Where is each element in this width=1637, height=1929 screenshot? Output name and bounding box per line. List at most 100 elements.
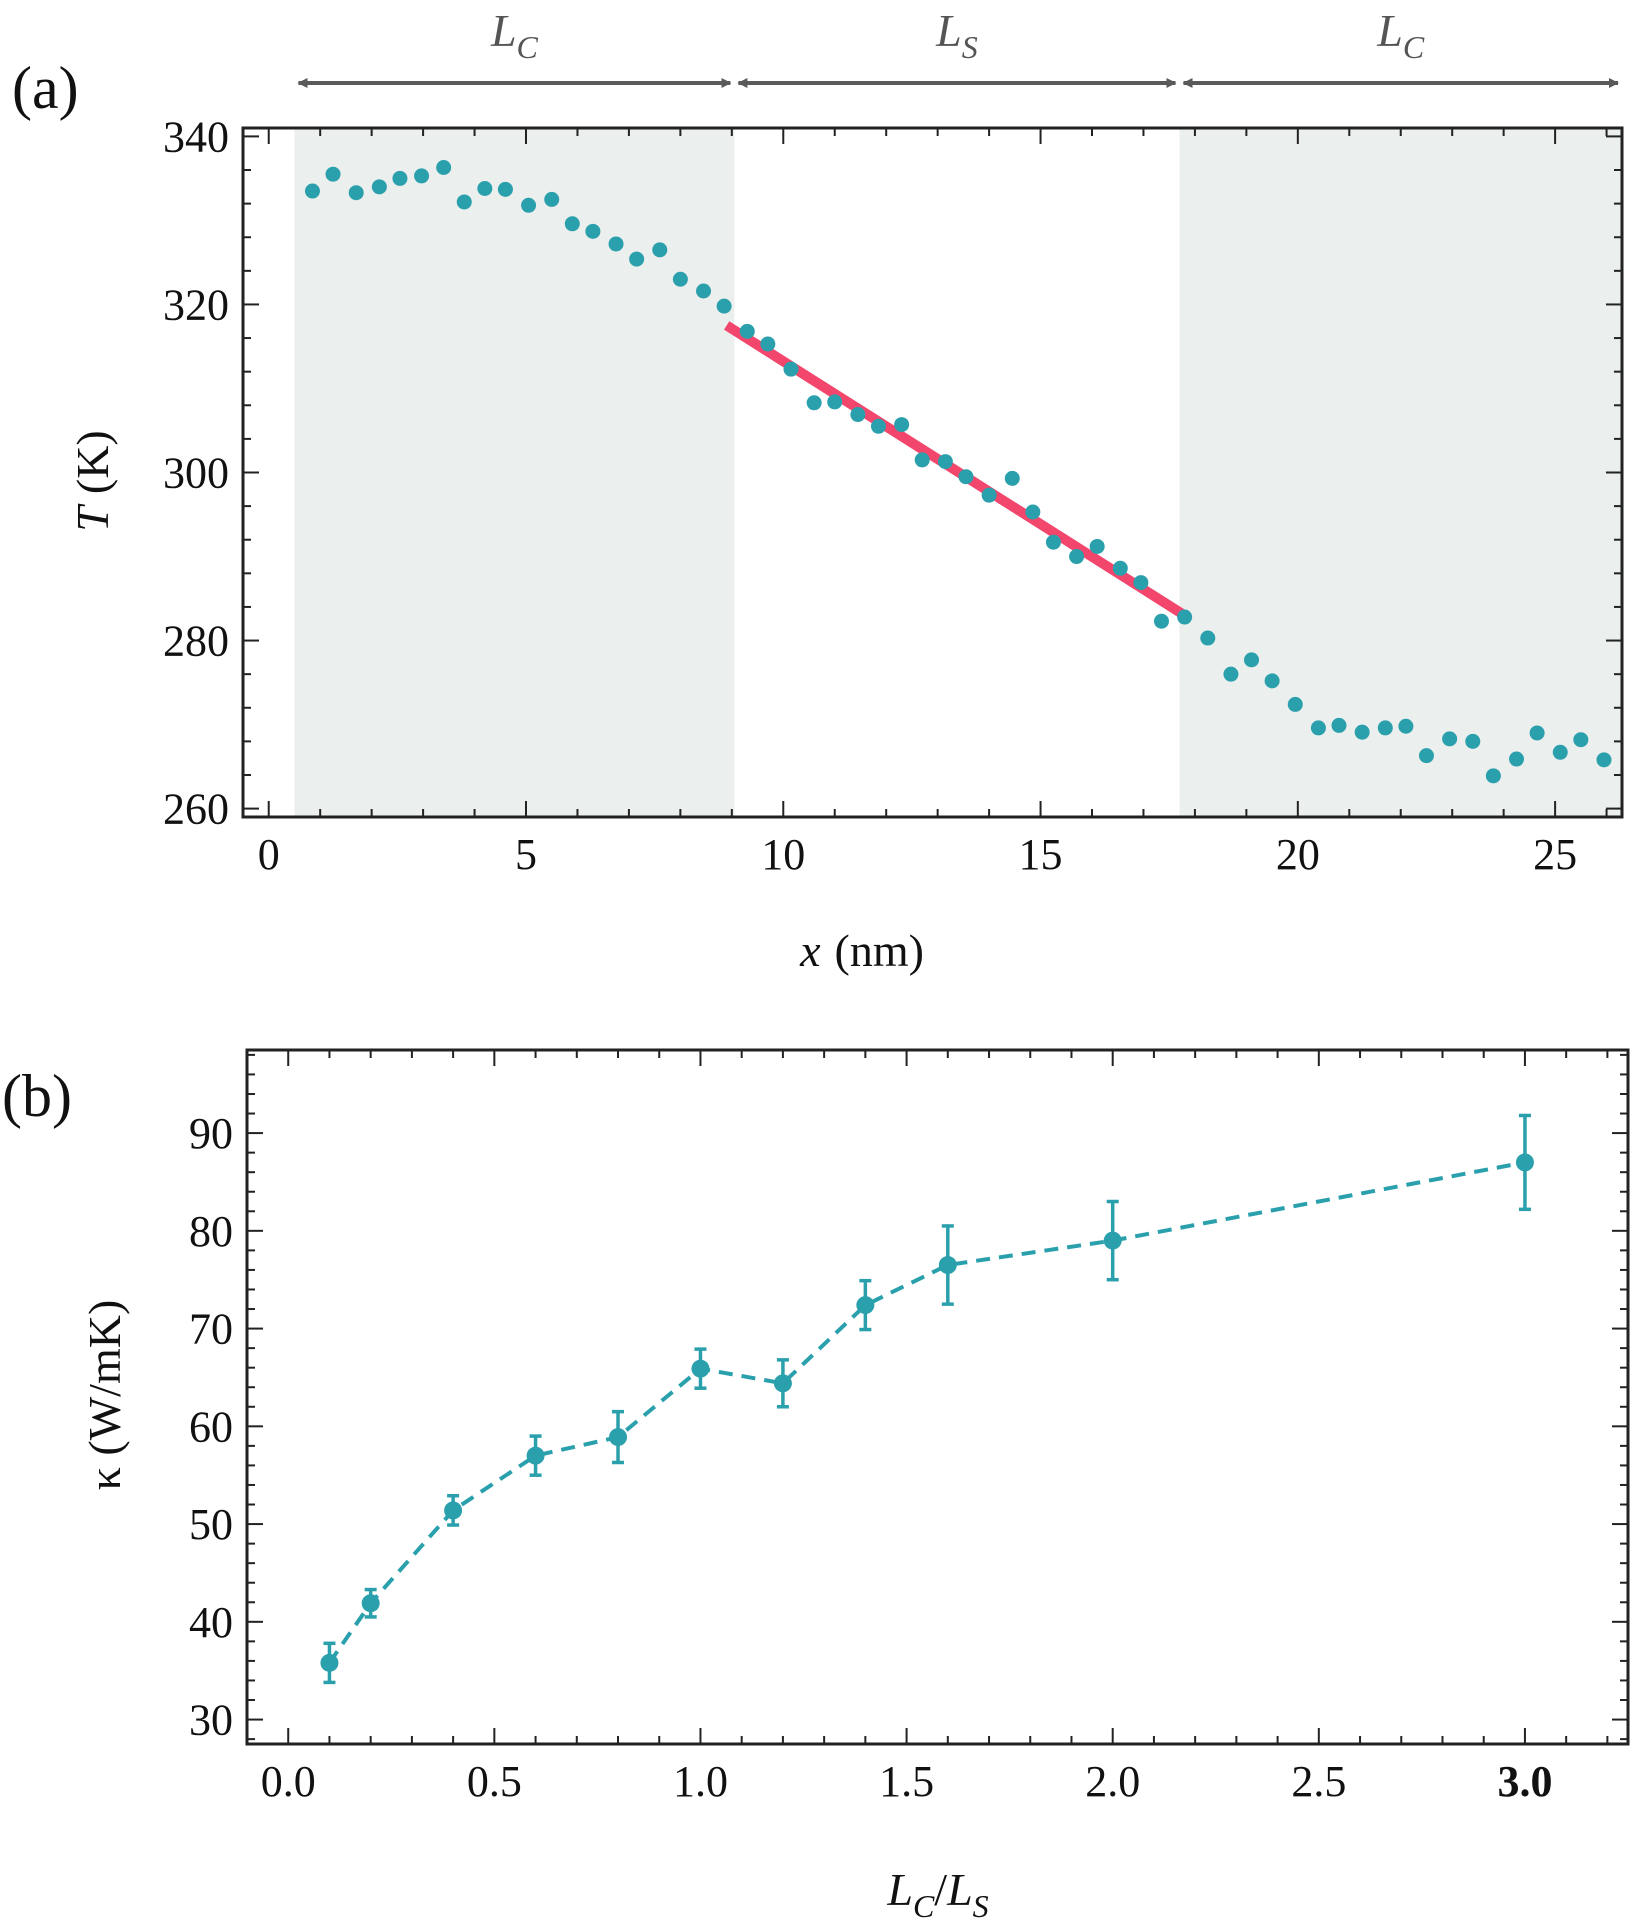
x-tick-label: 20 bbox=[1276, 830, 1320, 879]
data-point bbox=[564, 216, 580, 232]
data-point bbox=[958, 469, 974, 485]
x-tick-label: 1.5 bbox=[879, 1757, 934, 1806]
y-tick-label: 300 bbox=[163, 449, 229, 498]
data-point bbox=[1354, 724, 1370, 740]
data-point bbox=[1515, 1153, 1534, 1172]
y-axis-label: κ (W/mK) bbox=[79, 1300, 130, 1491]
data-points bbox=[304, 159, 1612, 784]
x-axis-var: x bbox=[799, 925, 821, 976]
x-tick-label: 3.0 bbox=[1497, 1757, 1552, 1806]
x-axis-unit: (nm) bbox=[835, 925, 924, 976]
fit-line-group bbox=[724, 321, 1188, 620]
region-label-sub: C bbox=[517, 29, 539, 65]
x-tick-label: 1.0 bbox=[673, 1757, 728, 1806]
data-point bbox=[1103, 1231, 1122, 1250]
x-axis-label: x (nm) bbox=[799, 925, 924, 976]
y-tick-label: 80 bbox=[189, 1207, 233, 1256]
data-point bbox=[444, 1501, 463, 1520]
data-point bbox=[1552, 744, 1568, 760]
data-point bbox=[1025, 504, 1041, 520]
data-point bbox=[827, 394, 843, 410]
x-axis-label: LC/LS bbox=[886, 1864, 988, 1924]
tick-marks bbox=[247, 1050, 1628, 1744]
x-tick-label: 15 bbox=[1019, 830, 1063, 879]
x-tick-label: 0.5 bbox=[467, 1757, 522, 1806]
data-point bbox=[1509, 751, 1525, 767]
data-point bbox=[760, 336, 776, 352]
data-point bbox=[1418, 748, 1434, 764]
data-point bbox=[585, 223, 601, 239]
region-label-sub: S bbox=[962, 29, 978, 65]
data-point bbox=[850, 407, 866, 423]
data-point bbox=[1465, 733, 1481, 749]
y-tick-label: 40 bbox=[189, 1598, 233, 1647]
data-point bbox=[1442, 731, 1458, 747]
data-point bbox=[1223, 666, 1239, 682]
data-point bbox=[436, 159, 452, 175]
y-tick-label: 320 bbox=[163, 280, 229, 329]
data-point bbox=[608, 236, 624, 252]
region-label-main: L bbox=[1376, 5, 1403, 56]
data-point bbox=[806, 395, 822, 411]
data-point bbox=[1264, 673, 1280, 689]
data-point bbox=[414, 168, 430, 184]
x-tick-label: 25 bbox=[1533, 830, 1577, 879]
data-point bbox=[544, 191, 560, 207]
data-point bbox=[1377, 720, 1393, 736]
series-line bbox=[327, 1160, 1526, 1665]
data-point bbox=[477, 180, 493, 196]
data-point bbox=[870, 418, 886, 434]
data-point bbox=[672, 271, 688, 287]
data-point bbox=[1573, 732, 1589, 748]
data-point bbox=[456, 194, 472, 210]
region-arrows: LC LS LC bbox=[297, 5, 1619, 88]
data-point bbox=[1310, 720, 1326, 736]
data-point bbox=[783, 361, 799, 377]
y-axis-var: T bbox=[67, 503, 118, 532]
data-point bbox=[1004, 470, 1020, 486]
x-tick-label: 0.0 bbox=[261, 1757, 316, 1806]
x-tick-label: 2.5 bbox=[1291, 1757, 1346, 1806]
panel-b: (b) 0.0 0.5 1.0 1.5 2.0 2.5 3.030405060708090 … bbox=[2, 1048, 1630, 1924]
plot-frame bbox=[245, 1048, 1630, 1746]
data-point bbox=[938, 1256, 957, 1275]
data-point bbox=[304, 183, 320, 199]
data-point bbox=[320, 1653, 339, 1672]
region-label-1: LS bbox=[935, 5, 978, 65]
data-point bbox=[361, 1594, 380, 1613]
data-points bbox=[320, 1153, 1534, 1672]
data-point bbox=[526, 1446, 545, 1465]
region-label-2: LC bbox=[1376, 5, 1425, 65]
data-point bbox=[937, 454, 953, 470]
y-axis-label: T (K) bbox=[67, 430, 118, 531]
data-point bbox=[914, 452, 930, 468]
data-point bbox=[1200, 630, 1216, 646]
data-point bbox=[1529, 725, 1545, 741]
data-point bbox=[392, 170, 408, 186]
shaded-region-2 bbox=[1179, 128, 1622, 817]
data-point bbox=[609, 1428, 628, 1447]
shaded-region-0 bbox=[294, 128, 735, 817]
tick-labels: 0 5 10 15 20 25 260 280 300 320 340 bbox=[163, 112, 1577, 879]
data-point bbox=[497, 181, 513, 197]
data-point bbox=[1485, 768, 1501, 784]
data-point bbox=[773, 1374, 792, 1393]
data-point bbox=[1133, 575, 1149, 591]
data-point bbox=[1112, 560, 1128, 576]
region-label-0: LC bbox=[490, 5, 539, 65]
dashed-series-line bbox=[327, 1160, 1526, 1665]
data-point bbox=[856, 1296, 875, 1315]
x-tick-label: 2.0 bbox=[1085, 1757, 1140, 1806]
tick-marks bbox=[243, 128, 1622, 817]
data-point bbox=[652, 242, 668, 258]
region-label-sub: C bbox=[1403, 29, 1425, 65]
y-axis-unit: (K) bbox=[67, 430, 118, 494]
data-point bbox=[739, 323, 755, 339]
data-point bbox=[1069, 549, 1085, 565]
tick-labels: 0.0 0.5 1.0 1.5 2.0 2.5 3.0 30 40 50 60 70 80 90 bbox=[189, 1109, 1552, 1806]
data-point bbox=[521, 197, 537, 213]
error-bars bbox=[323, 1113, 1531, 1685]
data-point bbox=[691, 1359, 710, 1378]
